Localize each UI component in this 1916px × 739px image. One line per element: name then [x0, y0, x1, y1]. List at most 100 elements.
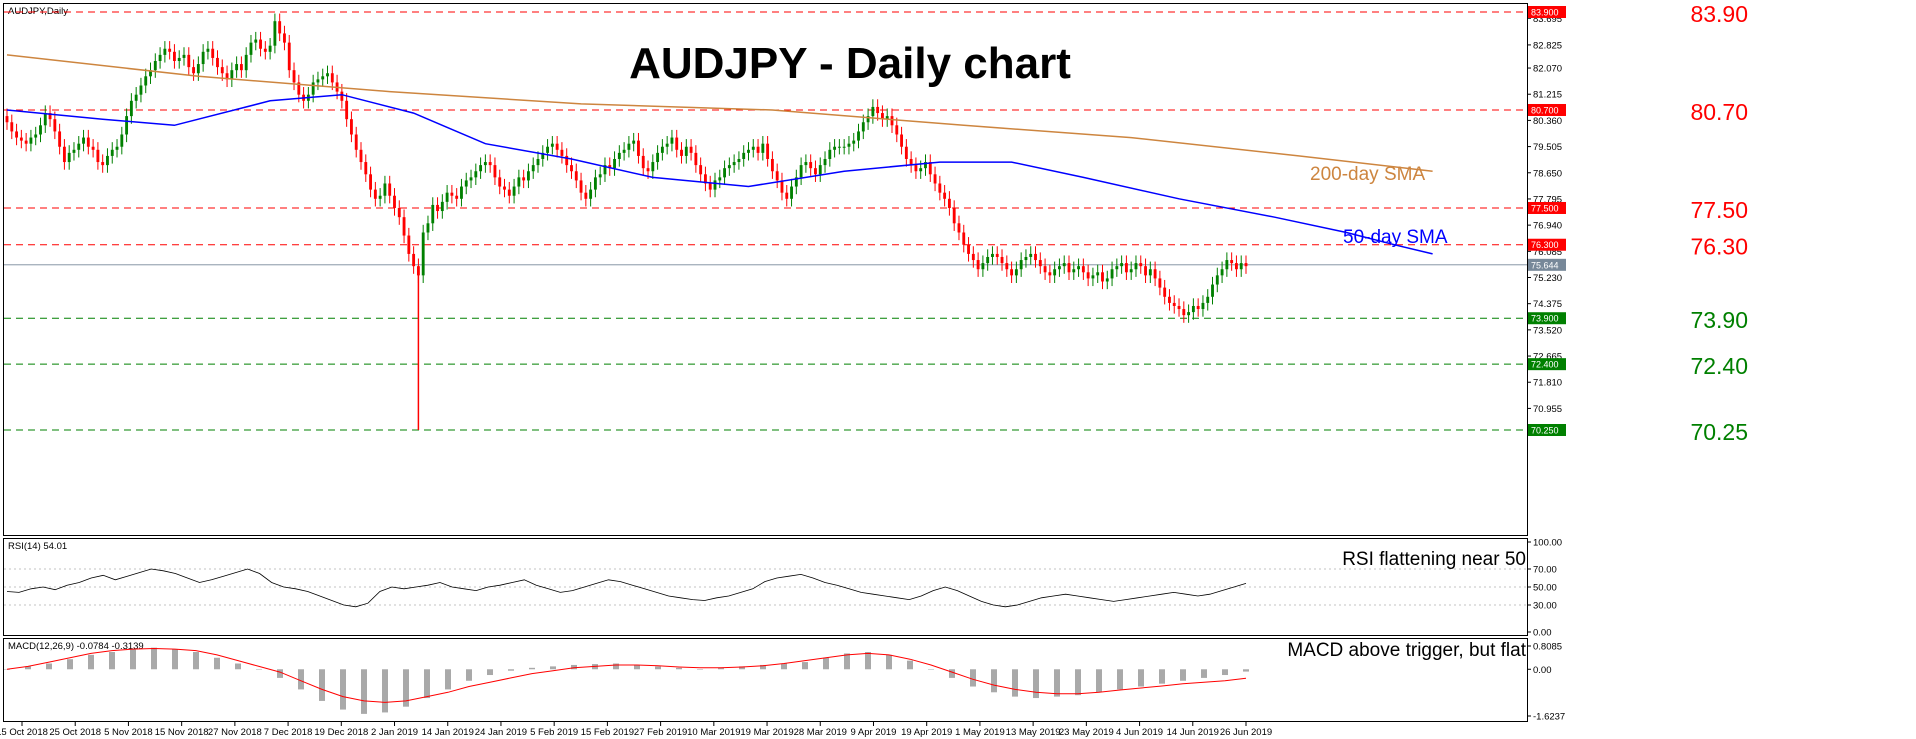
macd-bar	[403, 669, 409, 707]
macd-bar	[529, 667, 535, 670]
candle-body	[842, 146, 846, 148]
rsi-tick-label: 50.00	[1533, 583, 1557, 594]
date-label: 13 May 2019	[1006, 727, 1061, 738]
price-panel-frame	[3, 3, 1528, 536]
candle-body	[957, 223, 961, 233]
candle-body	[96, 149, 100, 163]
candle-body	[450, 192, 454, 196]
date-label: 10 Mar 2019	[687, 727, 740, 738]
candle-body	[407, 235, 411, 254]
candle-body	[947, 198, 951, 208]
candle-body	[727, 165, 731, 169]
macd-bar	[67, 659, 73, 670]
candle-body	[402, 217, 406, 236]
rsi-tick-label: 30.00	[1533, 601, 1557, 612]
candle-body	[144, 76, 148, 86]
candle-body	[168, 48, 172, 52]
candle-body	[378, 195, 382, 199]
candle-body	[383, 183, 387, 196]
candle-body	[163, 48, 167, 55]
candle-body	[871, 106, 875, 117]
candle-body	[173, 51, 176, 61]
candle-body	[263, 48, 267, 52]
candle-body	[120, 134, 124, 147]
date-label: 28 Mar 2019	[794, 727, 847, 738]
macd-bar	[382, 669, 388, 713]
candle-body	[1196, 305, 1200, 310]
macd-bar	[886, 654, 892, 670]
candle-body	[1086, 272, 1090, 279]
macd-bar	[445, 669, 451, 690]
candle-body	[110, 149, 114, 156]
candle-body	[656, 152, 660, 163]
macd-bar	[88, 654, 94, 670]
candle-body	[340, 91, 344, 101]
macd-bar	[508, 669, 514, 671]
candle-body	[613, 158, 616, 169]
candle-body	[268, 45, 272, 52]
candle-body	[608, 165, 612, 169]
candle-body	[833, 146, 837, 150]
level-label: 76.30	[1690, 234, 1748, 260]
macd-bar	[676, 667, 682, 670]
candle-body	[1134, 263, 1138, 270]
candle-body	[1129, 269, 1133, 273]
candle-body	[1144, 266, 1147, 276]
date-label: 25 Oct 2018	[49, 727, 101, 738]
candle-body	[67, 152, 71, 163]
candle-body	[1000, 256, 1004, 264]
macd-bar	[718, 667, 724, 670]
candle-body	[86, 137, 90, 147]
macd-bar	[1201, 669, 1207, 678]
candle-body	[101, 162, 105, 166]
candle-body	[646, 168, 650, 172]
candle-body	[971, 253, 975, 261]
candle-body	[479, 165, 483, 172]
macd-label: MACD(12,26,9) -0.0784 -0.3139	[8, 641, 144, 652]
candle-body	[1038, 260, 1042, 267]
price-axis: 83.695 82.825 82.070 81.215 80.360 79.505 78.6…	[1527, 14, 1562, 415]
candle-body	[39, 125, 42, 135]
macd-tick-label: 0.00	[1533, 665, 1552, 676]
candle-body	[1043, 266, 1047, 273]
level-tag	[1528, 201, 1566, 214]
date-label: 27 Feb 2019	[634, 727, 687, 738]
candle-body	[29, 137, 33, 144]
macd-bar	[1138, 669, 1144, 687]
candle-body	[895, 125, 899, 135]
macd-bar	[991, 669, 997, 693]
candle-body	[91, 146, 95, 150]
level-tag-text: 76.300	[1531, 240, 1559, 250]
candle-body	[857, 131, 860, 141]
candle-body	[292, 70, 296, 83]
candle-body	[316, 79, 320, 83]
level-tags: 83.900 80.700 77.500 76.300 73.900 72.400 70.2…	[1528, 6, 1566, 436]
level-tag-text: 73.900	[1531, 314, 1559, 324]
candle-body	[924, 162, 927, 169]
candle-body	[15, 131, 18, 138]
candle-body	[522, 177, 526, 181]
macd-bar	[844, 653, 850, 670]
candle-body	[904, 146, 908, 159]
candle-body	[445, 192, 449, 202]
date-label: 15 Nov 2018	[155, 727, 209, 738]
date-label: 7 Dec 2018	[264, 727, 313, 738]
candle-body	[225, 73, 229, 80]
candle-body	[273, 21, 277, 46]
candle-body	[483, 162, 487, 166]
candle-body	[560, 149, 564, 156]
macd-bar	[214, 657, 220, 670]
price-tick-label: 82.825	[1533, 40, 1562, 51]
candle-body	[603, 165, 607, 175]
price-tick-label: 76.085	[1533, 247, 1562, 258]
candle-body	[699, 165, 703, 175]
candle-body	[388, 183, 392, 196]
candle-body	[881, 113, 884, 120]
chart-title: AUDJPY - Daily chart	[629, 39, 1071, 88]
moving-averages	[6, 54, 1433, 255]
price-tick-label: 74.375	[1533, 299, 1562, 310]
current-price-tag	[1528, 258, 1566, 271]
candle-body	[493, 165, 497, 178]
level-tag-text: 72.400	[1531, 360, 1559, 370]
candle-body	[239, 64, 243, 71]
